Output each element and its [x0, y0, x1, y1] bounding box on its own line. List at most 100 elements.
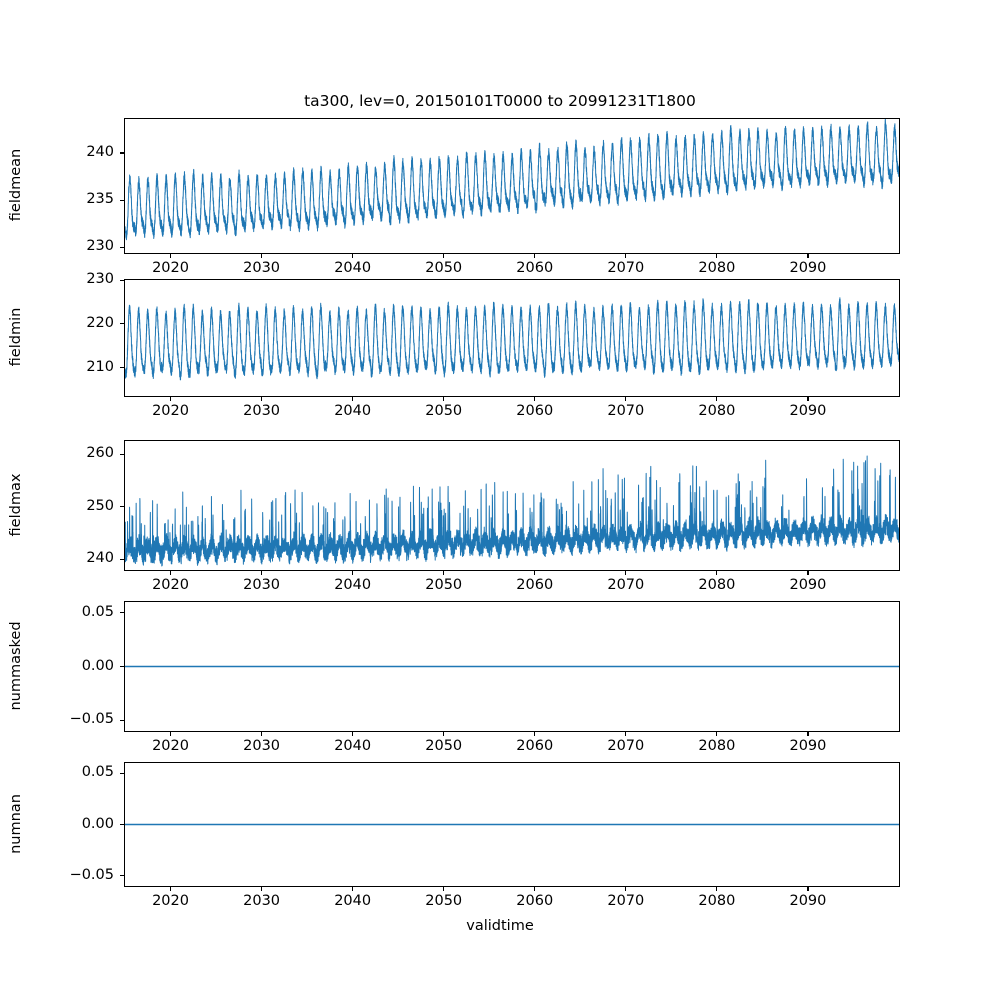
- y-tick-mark: [120, 612, 124, 614]
- plot-panel-fieldmax: [124, 440, 900, 571]
- y-tick-mark: [120, 558, 124, 561]
- x-tick-mark: [534, 571, 536, 575]
- series-canvas-fieldmean: [125, 119, 899, 253]
- series-canvas-nummasked: [125, 602, 899, 731]
- x-tick-mark: [352, 571, 354, 575]
- x-tick-label: 2080: [698, 260, 736, 276]
- x-tick-label: 2070: [607, 893, 645, 909]
- x-tick-label: 2070: [607, 260, 645, 276]
- x-tick-label: 2050: [425, 577, 463, 593]
- y-tick-mark: [120, 719, 124, 721]
- x-tick-label: 2070: [607, 577, 645, 593]
- x-tick-mark: [807, 732, 809, 736]
- plot-panel-numnan: [124, 762, 900, 887]
- y-tick-mark: [120, 152, 124, 154]
- x-tick-label: 2020: [152, 738, 189, 754]
- x-tick-mark: [170, 732, 172, 736]
- x-tick-mark: [625, 732, 627, 736]
- x-tick-mark: [261, 397, 263, 401]
- y-tick-mark: [120, 824, 124, 826]
- x-tick-mark: [716, 571, 718, 575]
- x-tick-mark: [534, 397, 536, 401]
- x-axis-label: validtime: [466, 918, 534, 934]
- y-tick-mark: [120, 199, 124, 201]
- x-tick-mark: [443, 887, 445, 891]
- x-tick-mark: [807, 397, 809, 401]
- x-tick-mark: [352, 887, 354, 891]
- y-tick-label: 240: [86, 550, 114, 567]
- x-tick-mark: [807, 254, 809, 258]
- x-tick-label: 2080: [698, 403, 736, 419]
- y-tick-mark: [120, 453, 124, 455]
- x-tick-label: 2060: [516, 403, 554, 419]
- x-tick-label: 2060: [516, 738, 554, 754]
- x-tick-label: 2090: [789, 403, 827, 419]
- x-tick-mark: [625, 397, 627, 401]
- y-tick-mark: [120, 279, 124, 281]
- x-tick-label: 2030: [243, 893, 281, 909]
- y-tick-label: 240: [86, 143, 114, 160]
- x-tick-mark: [261, 732, 263, 736]
- y-tick-label: 235: [86, 191, 114, 208]
- x-tick-label: 2070: [607, 738, 645, 754]
- y-tick-label: 250: [86, 497, 114, 514]
- y-tick-label: 260: [86, 445, 114, 462]
- x-tick-label: 2060: [516, 893, 554, 909]
- y-tick-mark: [120, 875, 124, 877]
- x-tick-label: 2080: [698, 738, 736, 754]
- x-tick-mark: [534, 254, 536, 258]
- x-tick-label: 2050: [425, 403, 463, 419]
- y-tick-mark: [120, 323, 124, 325]
- x-tick-mark: [443, 732, 445, 736]
- x-tick-label: 2050: [425, 260, 463, 276]
- x-tick-label: 2040: [334, 577, 372, 593]
- y-axis-label-numnan: numnan: [8, 793, 24, 854]
- x-tick-mark: [807, 571, 809, 575]
- x-tick-label: 2080: [698, 893, 736, 909]
- plot-panel-fieldmean: [124, 118, 900, 254]
- x-tick-mark: [443, 397, 445, 401]
- y-tick-label: 210: [86, 358, 114, 375]
- x-tick-label: 2020: [152, 403, 189, 419]
- x-tick-label: 2050: [425, 738, 463, 754]
- y-tick-label: −0.05: [69, 866, 114, 883]
- x-tick-label: 2040: [334, 738, 372, 754]
- x-tick-mark: [352, 254, 354, 258]
- y-tick-label: −0.05: [69, 711, 114, 728]
- x-tick-label: 2090: [789, 893, 827, 909]
- x-tick-label: 2030: [243, 738, 281, 754]
- x-tick-mark: [716, 732, 718, 736]
- y-tick-label: 0.00: [81, 657, 114, 674]
- x-tick-mark: [443, 254, 445, 258]
- x-tick-label: 2020: [152, 893, 189, 909]
- x-tick-mark: [170, 887, 172, 891]
- x-tick-label: 2080: [698, 577, 736, 593]
- x-tick-label: 2030: [243, 577, 281, 593]
- x-tick-mark: [170, 397, 172, 401]
- x-tick-label: 2060: [516, 577, 554, 593]
- x-tick-mark: [261, 571, 263, 575]
- y-tick-mark: [120, 246, 124, 248]
- x-tick-mark: [807, 887, 809, 891]
- y-tick-mark: [120, 666, 124, 668]
- x-tick-label: 2050: [425, 893, 463, 909]
- y-tick-label: 230: [86, 238, 114, 255]
- x-tick-label: 2090: [789, 577, 827, 593]
- x-tick-label: 2020: [152, 577, 189, 593]
- x-tick-mark: [261, 254, 263, 258]
- plot-panel-nummasked: [124, 601, 900, 732]
- y-tick-mark: [120, 367, 124, 369]
- x-tick-label: 2020: [152, 260, 189, 276]
- x-tick-mark: [716, 397, 718, 401]
- x-tick-mark: [716, 887, 718, 891]
- y-tick-label: 230: [86, 271, 114, 287]
- x-tick-mark: [352, 732, 354, 736]
- x-tick-label: 2090: [789, 260, 827, 276]
- x-tick-label: 2040: [334, 403, 372, 419]
- series-canvas-numnan: [125, 763, 899, 886]
- x-tick-label: 2060: [516, 260, 554, 276]
- y-tick-mark: [120, 506, 124, 508]
- x-tick-label: 2040: [334, 260, 372, 276]
- y-tick-label: 0.05: [81, 764, 114, 781]
